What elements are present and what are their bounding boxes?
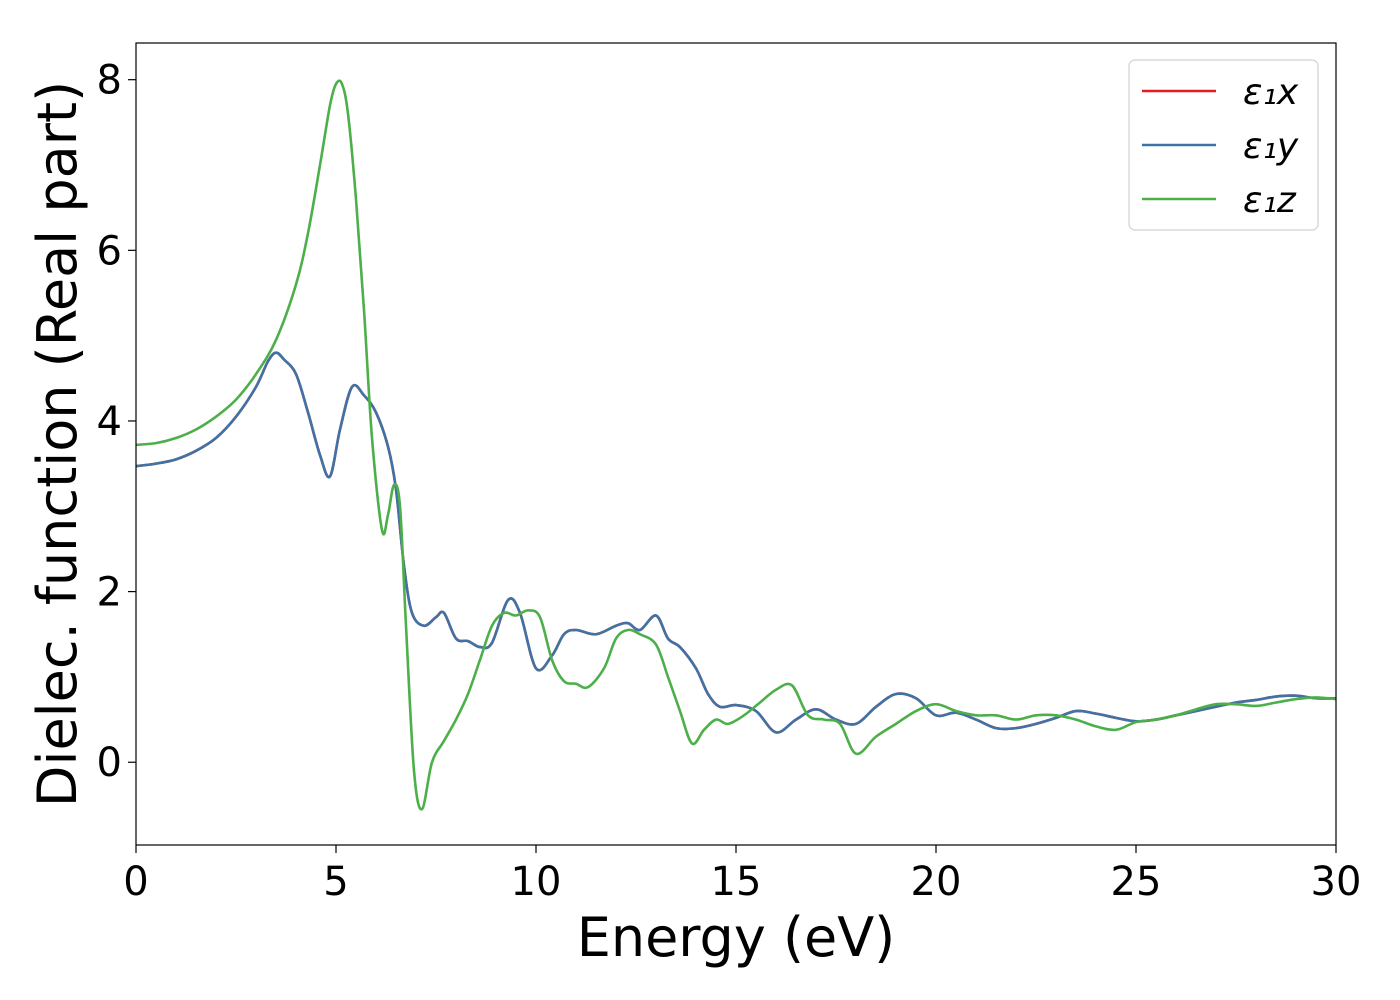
x-tick-label: 20 bbox=[911, 859, 962, 905]
y-axis-title: Dielec. function (Real part) bbox=[26, 81, 89, 807]
x-tick-label: 25 bbox=[1111, 859, 1162, 905]
legend-label: ε₁y bbox=[1243, 126, 1299, 167]
x-tick-label: 30 bbox=[1311, 859, 1362, 905]
x-axis-ticks: 0 5 10 15 20 25 30 bbox=[123, 845, 1361, 905]
x-tick-label: 5 bbox=[323, 859, 348, 905]
series-layer bbox=[136, 79, 1336, 811]
y-axis-ticks: 0 2 4 6 8 bbox=[97, 58, 136, 786]
legend-label: ε₁x bbox=[1243, 72, 1299, 113]
legend-label: ε₁z bbox=[1243, 180, 1297, 221]
legend: ε₁x ε₁y ε₁z bbox=[1128, 59, 1319, 231]
legend-box bbox=[1128, 59, 1319, 231]
y-tick-label: 4 bbox=[97, 399, 122, 445]
series-line-2 bbox=[136, 351, 1336, 734]
x-axis-title: Energy (eV) bbox=[577, 906, 896, 969]
x-tick-label: 15 bbox=[711, 859, 762, 905]
y-tick-label: 2 bbox=[97, 570, 122, 616]
x-tick-label: 0 bbox=[123, 859, 148, 905]
series-line-1 bbox=[136, 351, 1336, 734]
y-tick-label: 8 bbox=[97, 58, 122, 104]
series-line-3 bbox=[136, 79, 1336, 811]
y-tick-label: 0 bbox=[97, 740, 122, 786]
y-tick-label: 6 bbox=[97, 228, 122, 274]
x-tick-label: 10 bbox=[511, 859, 562, 905]
